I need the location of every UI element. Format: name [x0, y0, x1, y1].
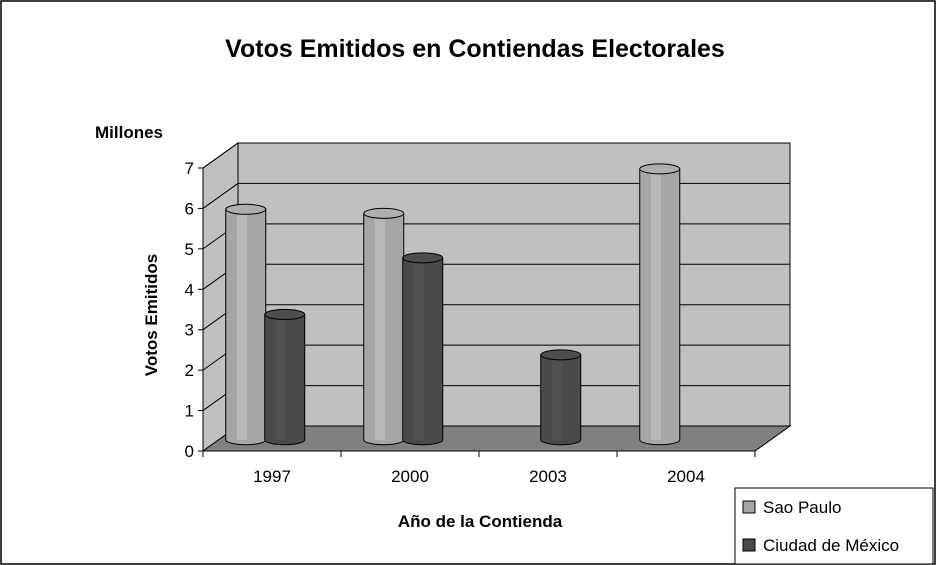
x-axis-title: Año de la Contienda [398, 512, 563, 531]
bar-highlight [275, 314, 286, 440]
x-tick-label: 1997 [253, 467, 291, 486]
bar [402, 252, 444, 446]
y-tick-label: 0 [185, 442, 194, 461]
legend-swatch [742, 500, 756, 514]
y-tick-label: 6 [185, 199, 194, 218]
bar [264, 308, 306, 446]
bar-highlight [413, 257, 424, 440]
bar [363, 207, 405, 446]
y-tick-label: 7 [185, 159, 194, 178]
bar [639, 163, 681, 446]
bar-highlight [374, 213, 385, 440]
y-tick-label: 3 [185, 321, 194, 340]
back-wall [237, 142, 791, 427]
bar-highlight [551, 354, 562, 440]
y-axis-title: Votos Emitidos [142, 254, 161, 376]
y-tick-label: 5 [185, 240, 194, 259]
x-tick-label: 2003 [529, 467, 567, 486]
bar-top [264, 308, 306, 320]
bar-top [363, 207, 405, 219]
bar-top [402, 252, 444, 264]
x-tick-label: 2000 [391, 467, 429, 486]
legend-swatch [742, 538, 756, 552]
legend-box [734, 487, 934, 565]
y-tick-label: 4 [185, 280, 194, 299]
legend: Sao Paulo Ciudad de México [734, 487, 934, 565]
bar-top [639, 163, 681, 175]
bar-highlight [236, 209, 247, 440]
bar-highlight [650, 168, 661, 440]
bar [225, 203, 267, 446]
bar-top [225, 203, 267, 215]
y-tick-label: 2 [185, 361, 194, 380]
chart-title: Votos Emitidos en Contiendas Electorales [225, 35, 725, 63]
y-tick-label: 1 [185, 402, 194, 421]
gridline-side [202, 183, 239, 209]
bar-top [540, 349, 582, 361]
x-tick-label: 2004 [667, 467, 705, 486]
bar [540, 349, 582, 446]
legend-label: Ciudad de México [763, 536, 899, 555]
plot-area: 0 1 2 3 4 5 6 7 1997 2000 2003 2004 [185, 142, 792, 486]
legend-label: Sao Paulo [763, 498, 841, 517]
units-label: Millones [95, 123, 163, 142]
gridline-side [202, 142, 239, 169]
